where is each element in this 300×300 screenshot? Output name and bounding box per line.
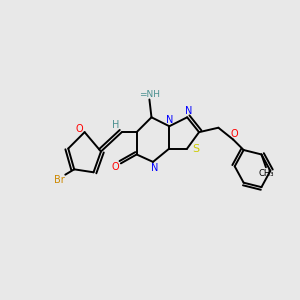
Text: O: O [231,129,238,139]
Text: CH₃: CH₃ [258,169,274,178]
Text: N: N [166,115,173,125]
Text: H: H [112,120,119,130]
Text: O: O [75,124,83,134]
Text: N: N [185,106,192,116]
Text: =NH: =NH [140,90,160,99]
Text: N: N [151,164,158,173]
Text: S: S [192,144,199,154]
Text: Br: Br [54,175,65,185]
Text: O: O [111,162,119,172]
